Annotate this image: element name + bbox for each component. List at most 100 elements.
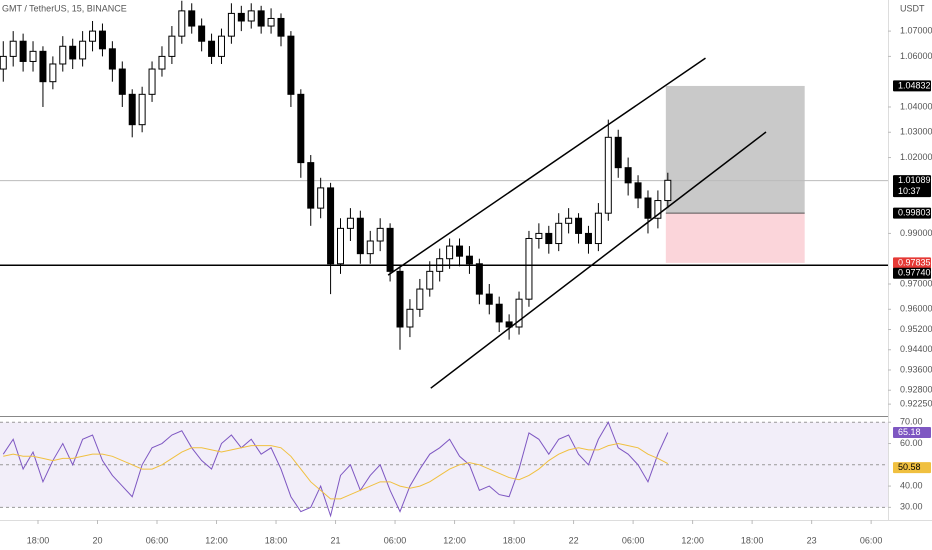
x-tick-label: 06:00 <box>622 535 645 545</box>
chart-title: GMT / TetherUS, 15, BINANCE <box>2 3 127 13</box>
candle-body <box>565 217 573 224</box>
last-price-label-box <box>893 175 931 198</box>
target-label: 1.04832 <box>898 80 931 90</box>
candle-body <box>227 12 235 37</box>
candle-body <box>346 217 354 229</box>
entry-label-box <box>893 207 931 219</box>
candle-body <box>98 30 106 50</box>
channel-line <box>430 131 767 389</box>
candle-body <box>366 240 374 255</box>
x-tick-label: 18:00 <box>265 535 288 545</box>
candle-body <box>525 237 533 300</box>
rsi-line <box>3 443 669 500</box>
candle-body <box>59 45 67 65</box>
candle-body <box>128 93 136 126</box>
x-tick-label: 18:00 <box>27 535 50 545</box>
candle-body <box>475 263 483 295</box>
candle-body <box>297 93 305 164</box>
axis-unit: USDT <box>900 3 925 13</box>
entry-label: 0.99803 <box>898 207 931 217</box>
stop-label-box <box>893 257 931 269</box>
candle-body <box>634 182 642 199</box>
x-tick-label: 20 <box>92 535 102 545</box>
candle-body <box>604 136 612 214</box>
candle-body <box>495 303 503 323</box>
y-tick-label: 0.92250 <box>900 399 932 409</box>
candle-body <box>118 68 126 95</box>
candle-body <box>168 35 176 57</box>
candle-body <box>644 197 652 219</box>
last-price-label: 1.01089 <box>898 175 931 185</box>
candle-body <box>356 217 364 255</box>
candle-body <box>158 55 166 70</box>
hline-label-box <box>893 267 931 279</box>
candle-body <box>575 217 583 234</box>
y-tick-label: 1.06000 <box>900 51 932 61</box>
rsi-y-tick-label: 40.00 <box>900 480 923 490</box>
hline-label: 0.97740 <box>898 268 931 278</box>
candle-body <box>19 40 27 62</box>
channel-line <box>387 57 706 276</box>
candle-body <box>664 179 672 202</box>
countdown: 10:37 <box>898 186 921 196</box>
candle-body <box>257 10 265 27</box>
x-tick-label: 23 <box>807 535 817 545</box>
candle-body <box>555 222 563 245</box>
y-tick-label: 1.04000 <box>900 101 932 111</box>
y-tick-label: 0.94400 <box>900 344 932 354</box>
candle-body <box>624 167 632 184</box>
rsi-y-tick-label: 60.00 <box>900 438 923 448</box>
x-tick-label: 18:00 <box>741 535 764 545</box>
candle-body <box>426 270 434 290</box>
y-tick-label: 1.02000 <box>900 152 932 162</box>
candle-body <box>69 45 77 60</box>
y-tick-label: 0.92800 <box>900 385 932 395</box>
candle-body <box>456 245 464 257</box>
x-tick-label: 06:00 <box>860 535 883 545</box>
y-tick-label: 0.99000 <box>900 228 932 238</box>
x-tick-label: 18:00 <box>503 535 526 545</box>
y-tick-label: 1.07000 <box>900 25 932 35</box>
candle-body <box>49 63 57 83</box>
candle-body <box>584 232 592 245</box>
rsi-value-box <box>893 427 931 439</box>
candle-body <box>217 35 225 57</box>
candle-body <box>9 40 17 57</box>
stop-label: 0.97835 <box>898 257 931 267</box>
target-zone <box>665 85 805 214</box>
candle-body <box>79 40 87 60</box>
x-tick-label: 12:00 <box>681 535 704 545</box>
x-tick-label: 12:00 <box>443 535 466 545</box>
candle-body <box>535 232 543 239</box>
stop-zone <box>665 213 805 263</box>
candle-body <box>485 293 493 305</box>
y-tick-label: 1.03000 <box>900 127 932 137</box>
candle-body <box>654 200 662 219</box>
x-tick-label: 22 <box>569 535 579 545</box>
candle-body <box>198 25 206 42</box>
candle-body <box>337 227 345 265</box>
candle-body <box>0 55 7 70</box>
candle-body <box>29 50 37 62</box>
rsi-value-label: 65.18 <box>898 427 921 437</box>
candle-body <box>277 17 285 37</box>
candle-body <box>515 298 523 328</box>
candle-body <box>386 227 394 272</box>
x-tick-label: 21 <box>331 535 341 545</box>
rsi-y-tick-label: 70.00 <box>900 417 923 427</box>
x-tick-label: 12:00 <box>205 535 228 545</box>
candle-body <box>505 321 513 328</box>
y-tick-label: 0.95200 <box>900 324 932 334</box>
candle-body <box>614 136 622 169</box>
y-tick-label: 0.97000 <box>900 278 932 288</box>
rsi-y-tick-label: 30.00 <box>900 502 923 512</box>
candle-body <box>465 255 473 265</box>
candle-body <box>108 48 116 70</box>
candle-body <box>406 308 414 328</box>
candle-body <box>39 50 47 83</box>
candle-body <box>208 40 216 57</box>
candle-body <box>267 17 275 27</box>
y-tick-label: 0.93600 <box>900 364 932 374</box>
candle-body <box>148 68 156 95</box>
